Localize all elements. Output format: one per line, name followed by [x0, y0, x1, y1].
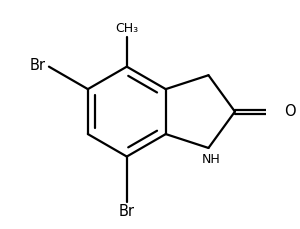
- Text: NH: NH: [202, 153, 221, 166]
- Text: O: O: [284, 104, 296, 119]
- Text: CH₃: CH₃: [115, 22, 138, 35]
- Text: Br: Br: [119, 204, 135, 219]
- Text: Br: Br: [29, 58, 46, 73]
